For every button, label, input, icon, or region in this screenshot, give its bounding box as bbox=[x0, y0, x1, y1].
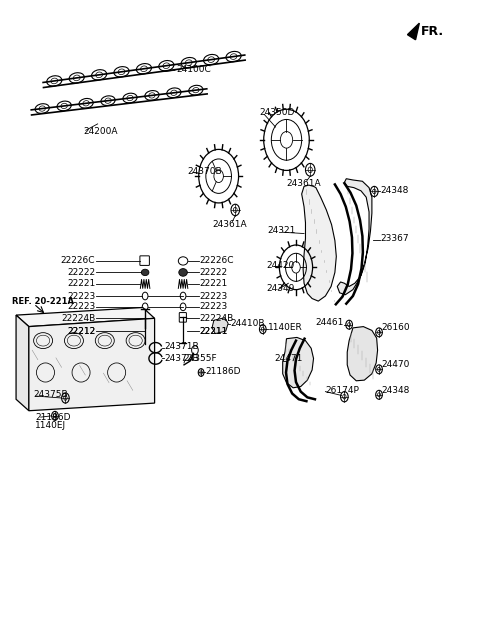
Ellipse shape bbox=[141, 269, 149, 276]
Text: 24470: 24470 bbox=[381, 360, 409, 369]
Polygon shape bbox=[337, 179, 372, 294]
Text: 24348: 24348 bbox=[381, 186, 409, 195]
Polygon shape bbox=[347, 327, 378, 381]
Text: 24371B: 24371B bbox=[164, 343, 199, 352]
Text: 24420: 24420 bbox=[266, 261, 294, 270]
Text: 22211: 22211 bbox=[200, 327, 228, 336]
Text: 21186D: 21186D bbox=[205, 367, 241, 376]
Polygon shape bbox=[16, 307, 155, 327]
Text: 24321: 24321 bbox=[267, 226, 296, 235]
Text: 24355F: 24355F bbox=[183, 354, 216, 363]
Text: 22212: 22212 bbox=[67, 327, 96, 336]
Text: 24200A: 24200A bbox=[84, 127, 118, 136]
Ellipse shape bbox=[179, 269, 187, 276]
Text: 22224B: 22224B bbox=[200, 314, 234, 323]
Text: 22223: 22223 bbox=[67, 302, 96, 311]
Text: 22226C: 22226C bbox=[61, 257, 96, 266]
Text: 24350D: 24350D bbox=[259, 108, 294, 117]
Text: 26174P: 26174P bbox=[325, 386, 359, 395]
Polygon shape bbox=[283, 338, 313, 388]
Text: 22211: 22211 bbox=[200, 327, 228, 336]
Text: 22223: 22223 bbox=[67, 291, 96, 300]
Text: 22222: 22222 bbox=[200, 268, 228, 277]
Text: 24361A: 24361A bbox=[212, 220, 247, 229]
Text: 22212: 22212 bbox=[67, 327, 96, 336]
Text: 22221: 22221 bbox=[200, 280, 228, 289]
Polygon shape bbox=[212, 318, 228, 334]
Text: FR.: FR. bbox=[421, 25, 444, 38]
Text: 24372B: 24372B bbox=[164, 354, 199, 363]
Text: 23367: 23367 bbox=[381, 234, 409, 243]
Text: 24471: 24471 bbox=[274, 354, 302, 363]
Text: 22224B: 22224B bbox=[61, 314, 96, 323]
Text: 24375B: 24375B bbox=[34, 390, 68, 399]
Text: 24361A: 24361A bbox=[286, 179, 321, 188]
Polygon shape bbox=[408, 23, 420, 40]
Polygon shape bbox=[301, 185, 336, 301]
Text: 1140ER: 1140ER bbox=[267, 323, 302, 332]
Text: 22223: 22223 bbox=[200, 291, 228, 300]
Text: 24370B: 24370B bbox=[187, 167, 221, 176]
Text: 22221: 22221 bbox=[67, 280, 96, 289]
Text: REF. 20-221A: REF. 20-221A bbox=[12, 296, 74, 305]
Text: 22226C: 22226C bbox=[200, 257, 234, 266]
Text: 22223: 22223 bbox=[200, 302, 228, 311]
Polygon shape bbox=[16, 315, 29, 411]
Text: 24461: 24461 bbox=[315, 318, 343, 327]
Polygon shape bbox=[29, 318, 155, 411]
Text: 26160: 26160 bbox=[381, 323, 409, 332]
Text: 24100C: 24100C bbox=[176, 64, 211, 73]
Text: 21186D: 21186D bbox=[35, 413, 71, 422]
Text: 24410B: 24410B bbox=[230, 319, 265, 328]
Text: 1140EJ: 1140EJ bbox=[35, 421, 66, 430]
Text: 24349: 24349 bbox=[266, 284, 294, 293]
Text: 24348: 24348 bbox=[381, 386, 409, 395]
Text: 22222: 22222 bbox=[67, 268, 96, 277]
